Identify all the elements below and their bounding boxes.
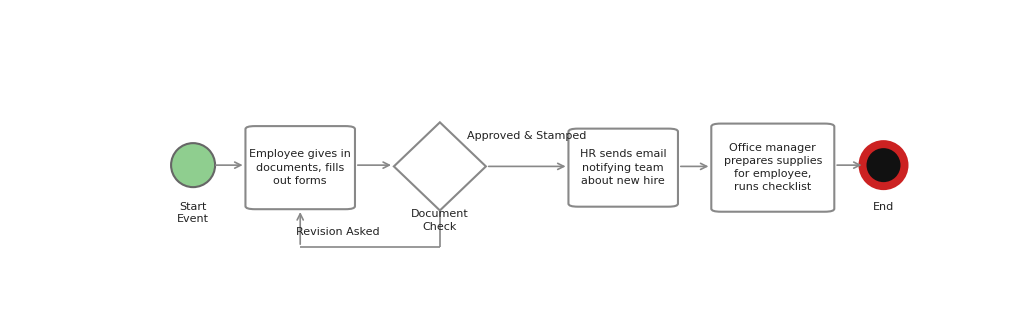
Text: Revision Asked: Revision Asked (297, 227, 380, 237)
Text: Office manager
prepares supplies
for employee,
runs checklist: Office manager prepares supplies for emp… (724, 143, 822, 193)
FancyBboxPatch shape (568, 129, 678, 207)
Polygon shape (394, 122, 486, 211)
FancyBboxPatch shape (246, 126, 355, 209)
Ellipse shape (858, 140, 908, 190)
Text: Start
Event: Start Event (177, 202, 209, 224)
Ellipse shape (171, 143, 215, 187)
FancyBboxPatch shape (712, 124, 835, 212)
Text: Approved & Stamped: Approved & Stamped (468, 131, 587, 141)
Text: End: End (872, 202, 894, 212)
Text: Employee gives in
documents, fills
out forms: Employee gives in documents, fills out f… (249, 149, 351, 186)
Ellipse shape (866, 148, 900, 182)
Text: HR sends email
notifying team
about new hire: HR sends email notifying team about new … (580, 149, 667, 186)
Text: Document
Check: Document Check (411, 209, 469, 232)
